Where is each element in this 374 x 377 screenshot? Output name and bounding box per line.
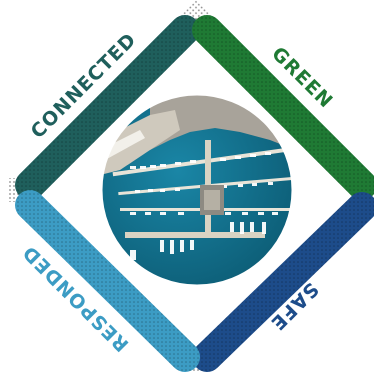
band-green xyxy=(192,15,374,200)
marina-photo xyxy=(102,95,292,285)
photo-frame xyxy=(101,94,293,286)
band-safe xyxy=(192,192,374,372)
band-connected xyxy=(15,15,200,200)
band-responded xyxy=(15,190,200,372)
